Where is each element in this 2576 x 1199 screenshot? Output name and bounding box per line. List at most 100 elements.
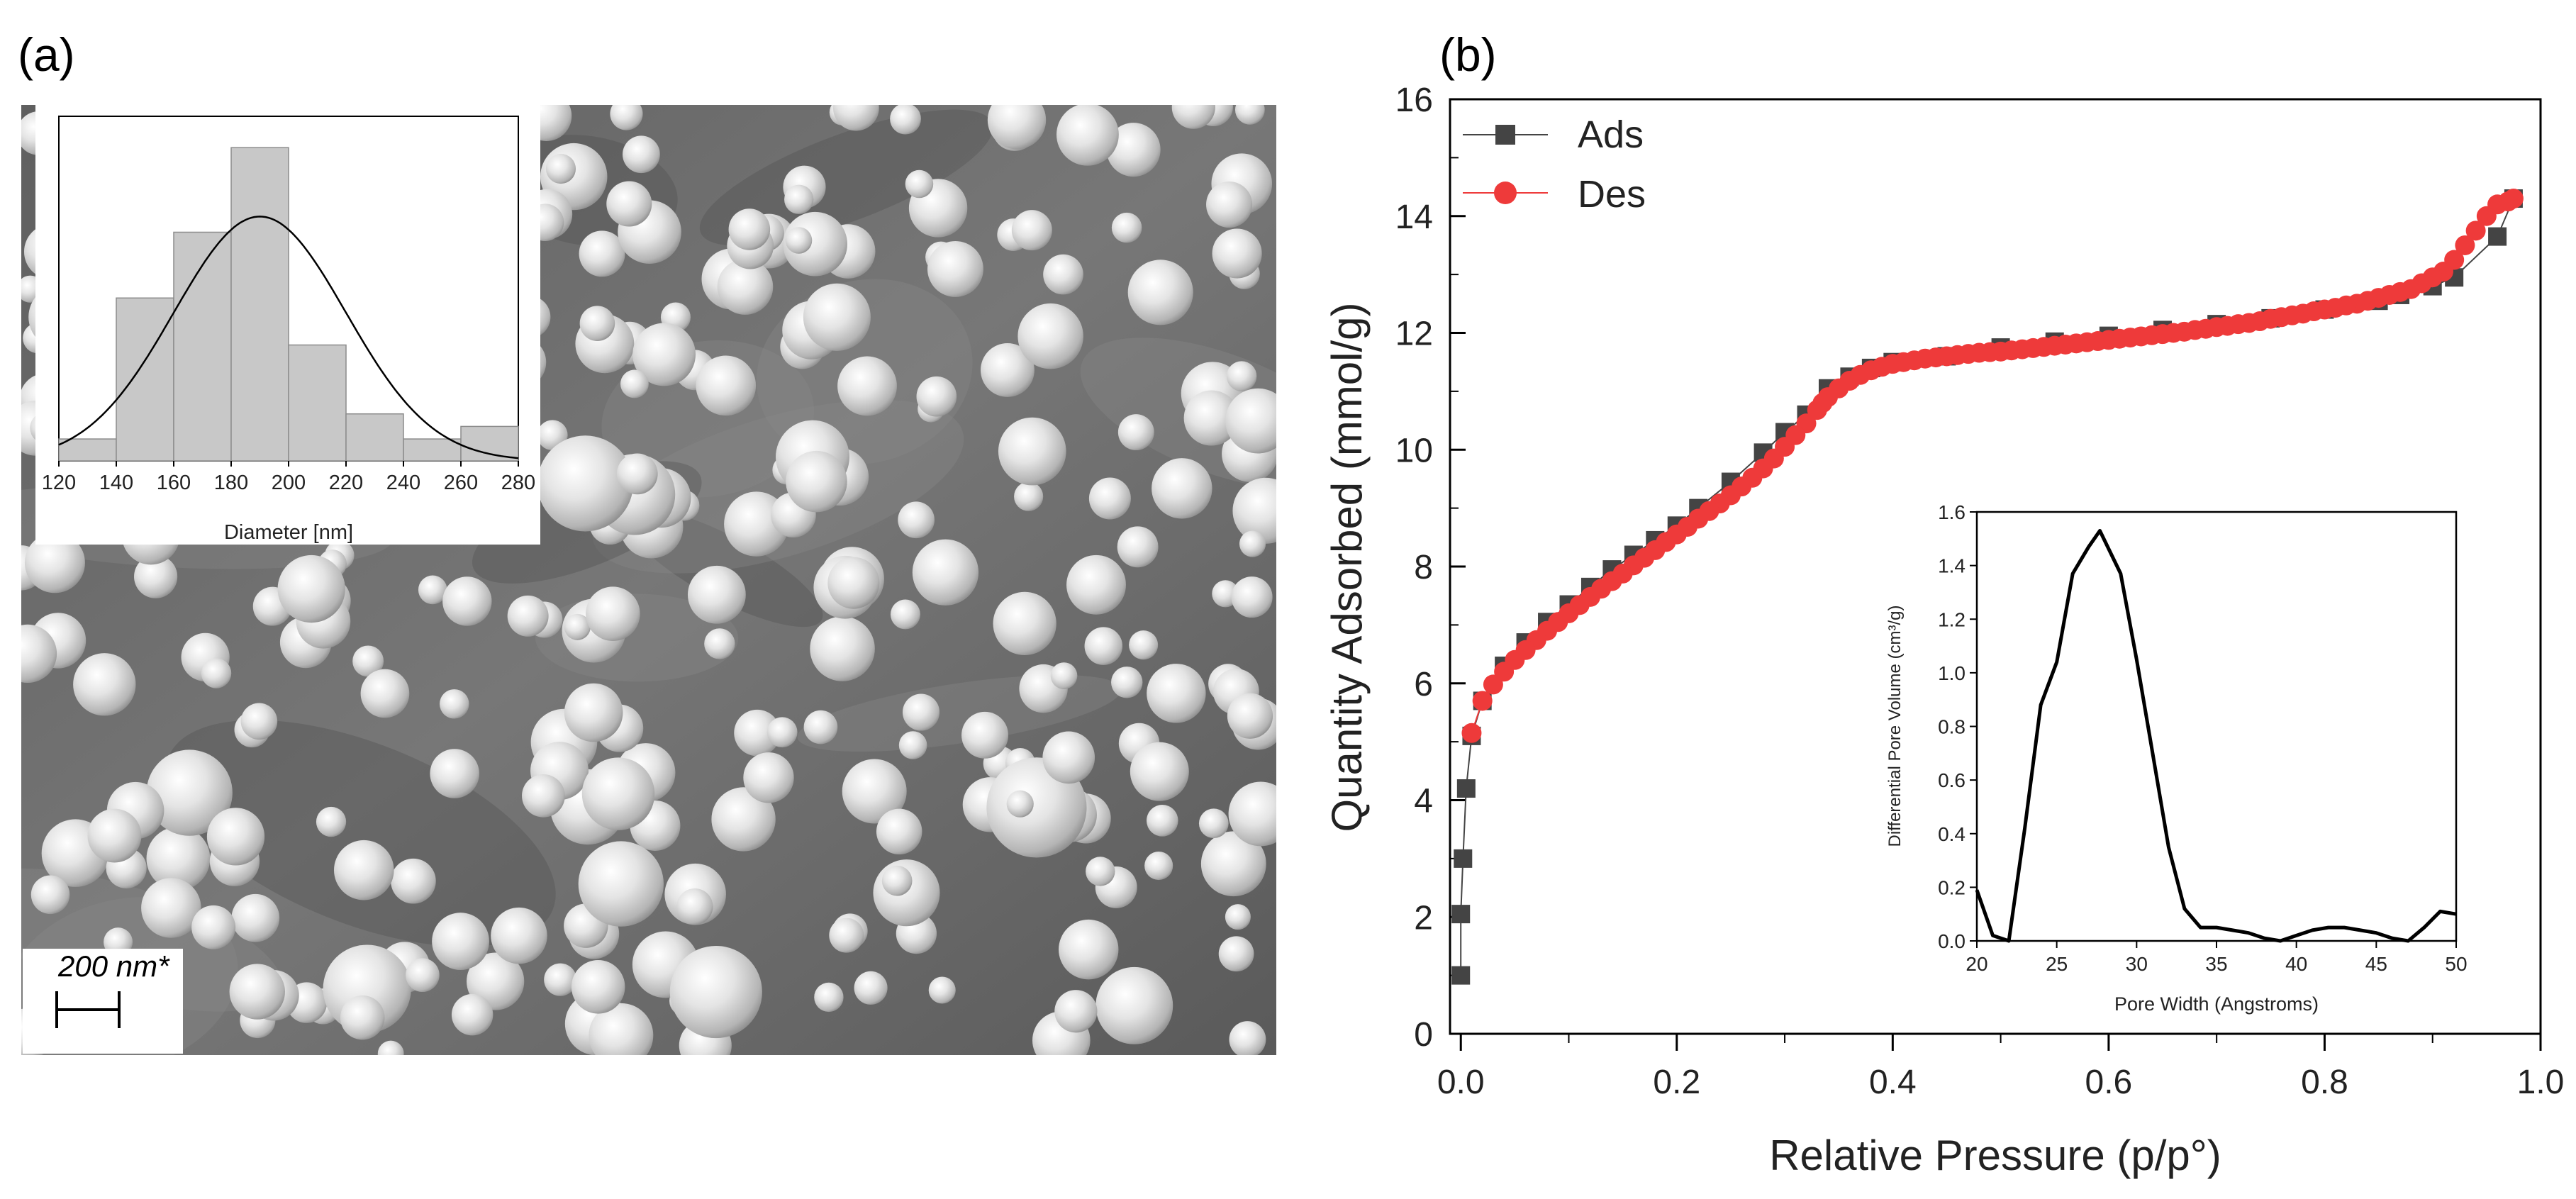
psd-y-tick-label: 0.6 (1938, 769, 1966, 791)
sem-particle (704, 628, 735, 659)
sem-particle (905, 169, 934, 199)
substrate-shade (592, 399, 964, 574)
sem-particle (734, 709, 781, 757)
sem-particle (391, 858, 436, 904)
sem-particle (360, 669, 410, 718)
histogram-tick-label: 260 (444, 472, 478, 494)
scale-bar: 200 nm* (23, 949, 183, 1054)
sem-particle (786, 450, 847, 513)
psd-x-tick-label: 25 (2046, 953, 2068, 975)
sem-particle (803, 283, 871, 351)
sem-particle (206, 808, 265, 866)
psd-curve (1975, 529, 2457, 943)
sem-particle (334, 840, 394, 900)
isotherm-y-tick-label: 10 (1395, 432, 1433, 469)
sem-particle (902, 693, 940, 731)
sem-particle (1226, 361, 1257, 391)
sem-particle (1117, 526, 1159, 568)
sem-particle (687, 565, 746, 624)
histogram-bar (403, 438, 462, 462)
psd-y-tick-label: 0.0 (1938, 930, 1966, 952)
psd-x-ticks: 20 25 30 35 40 45 50 (1966, 941, 2468, 975)
isotherm-point-ads (1451, 966, 1471, 985)
sem-particle (442, 576, 492, 626)
sem-particle (1043, 254, 1083, 295)
isotherm-x-ticks: 0.0 0.2 0.4 0.6 0.8 1.0 (1437, 1034, 2564, 1101)
isotherm-x-tick-label: 0.2 (1653, 1064, 1700, 1101)
psd-y-tick-label: 1.0 (1938, 662, 1966, 684)
sem-particle (430, 749, 479, 798)
sem-particle (669, 945, 762, 1039)
sem-particle (21, 624, 57, 683)
histogram-x-title: Diameter [nm] (224, 521, 353, 544)
isotherm-y-tick-label: 2 (1414, 899, 1433, 937)
isotherm-point-des (1472, 691, 1493, 711)
legend: Ads Des (1463, 113, 1646, 216)
sem-particle (406, 958, 440, 993)
sem-particle (229, 964, 285, 1020)
sem-particle (1014, 481, 1044, 511)
sem-particle (743, 752, 794, 803)
sem-particle (1183, 390, 1239, 446)
histogram-tick-label: 280 (501, 472, 535, 494)
sem-particle (854, 971, 888, 1005)
histogram-tick-label: 180 (214, 472, 248, 494)
isotherm-point-des (2476, 206, 2497, 226)
sem-particle (785, 227, 813, 254)
sem-particle (1106, 123, 1161, 177)
sem-particle (898, 501, 935, 539)
sem-micrograph (21, 105, 1276, 1055)
sem-particle (711, 787, 776, 852)
psd-y-tick-label: 1.4 (1938, 555, 1966, 577)
sem-particle (1212, 228, 1262, 279)
sem-particle (1225, 388, 1276, 454)
psd-x-tick-label: 35 (2205, 953, 2227, 975)
sem-particle (616, 453, 658, 495)
sem-particle (73, 653, 136, 716)
sem-particle (810, 616, 875, 681)
sem-particle (545, 153, 576, 184)
sem-particle (141, 878, 201, 938)
sem-particle (928, 976, 956, 1004)
sem-particle (784, 184, 814, 214)
sem-particle (620, 369, 649, 398)
sem-particle (1198, 808, 1229, 839)
isotherm-point-des (1461, 723, 1482, 743)
isotherm-point-des (1483, 674, 1503, 695)
sem-particle (418, 575, 447, 605)
sem-particle (522, 774, 565, 818)
sem-particle (1086, 857, 1115, 886)
sem-particle (993, 591, 1056, 656)
sem-particle (240, 703, 278, 740)
sem-particle (1227, 693, 1273, 739)
sem-particle (571, 960, 625, 1014)
sem-particle (1056, 105, 1119, 166)
sem-particle (1084, 627, 1123, 665)
legend-item-des: Des (1463, 173, 1646, 216)
isotherm-y-tick-label: 8 (1414, 549, 1433, 586)
isotherm-y-tick-label: 14 (1395, 199, 1433, 236)
sem-particle (610, 105, 643, 130)
sem-particle (1206, 181, 1253, 228)
isotherm-chart: 0 2 4 6 8 10 12 14 16 0.0 0.2 0.4 0.6 0.8 1.0 Relativ… (1323, 82, 2564, 1179)
sem-particle (352, 645, 384, 677)
sem-particle (1144, 851, 1173, 881)
sem-particle (316, 806, 347, 837)
histogram-bar (288, 344, 347, 462)
psd-y-tick-label: 0.4 (1938, 823, 1966, 845)
substrate-shade (699, 109, 993, 246)
sem-particle (191, 905, 236, 949)
sem-particle (676, 888, 713, 925)
sem-particle (1130, 742, 1189, 801)
sem-particles (21, 105, 1276, 1055)
sem-particle (1146, 805, 1178, 837)
legend-item-ads: Ads (1463, 113, 1644, 156)
sem-particle (277, 554, 345, 623)
isotherm-y-ticks: 0 2 4 6 8 10 12 14 16 (1395, 82, 1466, 1054)
isotherm-point-ads (2488, 227, 2507, 246)
isotherm-point-des (2455, 235, 2475, 255)
sem-particle (544, 963, 577, 996)
sem-particle (87, 808, 142, 863)
sem-particle (1054, 990, 1098, 1033)
